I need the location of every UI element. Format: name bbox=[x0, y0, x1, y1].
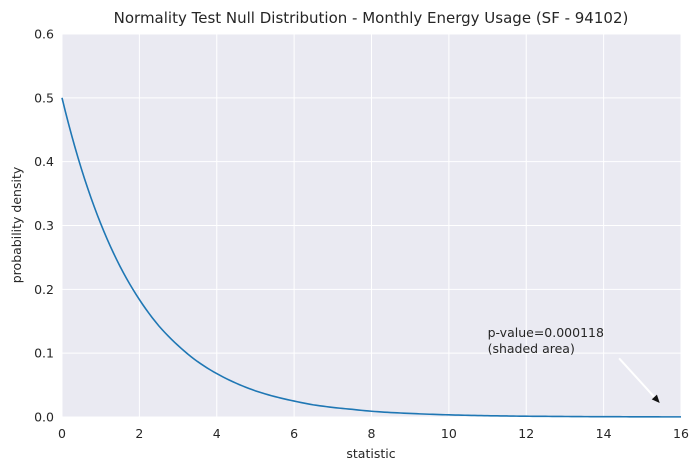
x-tick-label: 10 bbox=[441, 426, 457, 441]
y-tick-label: 0.3 bbox=[34, 218, 54, 233]
chart-title: Normality Test Null Distribution - Month… bbox=[114, 9, 629, 27]
annotation-line-2: (shaded area) bbox=[488, 341, 575, 356]
y-tick-label: 0.5 bbox=[34, 90, 54, 105]
y-tick-label: 0.6 bbox=[34, 27, 54, 42]
y-tick-label: 0.2 bbox=[34, 282, 54, 297]
y-tick-label: 0.0 bbox=[34, 410, 54, 425]
annotation-line-1: p-value=0.000118 bbox=[488, 325, 604, 340]
x-tick-label: 12 bbox=[518, 426, 534, 441]
x-tick-label: 14 bbox=[596, 426, 612, 441]
y-tick-label: 0.1 bbox=[34, 346, 54, 361]
annotation-arrow-shaft bbox=[618, 357, 656, 398]
annotation-arrow-head bbox=[651, 394, 660, 403]
x-tick-labels: 0 2 4 6 8 10 12 14 16 bbox=[58, 426, 689, 441]
x-tick-label: 0 bbox=[58, 426, 66, 441]
y-tick-labels: 0.0 0.1 0.2 0.3 0.4 0.5 0.6 bbox=[34, 27, 54, 425]
x-axis-label: statistic bbox=[346, 446, 395, 461]
x-tick-label: 16 bbox=[673, 426, 689, 441]
annotation-text: p-value=0.000118 (shaded area) bbox=[488, 325, 608, 356]
x-tick-label: 4 bbox=[213, 426, 221, 441]
density-line bbox=[61, 97, 681, 418]
x-tick-label: 8 bbox=[368, 426, 376, 441]
y-axis-label: probability density bbox=[9, 166, 24, 283]
x-tick-label: 6 bbox=[290, 426, 298, 441]
x-tick-label: 2 bbox=[135, 426, 143, 441]
annotation: p-value=0.000118 (shaded area) bbox=[488, 325, 660, 403]
y-tick-label: 0.4 bbox=[34, 154, 54, 169]
